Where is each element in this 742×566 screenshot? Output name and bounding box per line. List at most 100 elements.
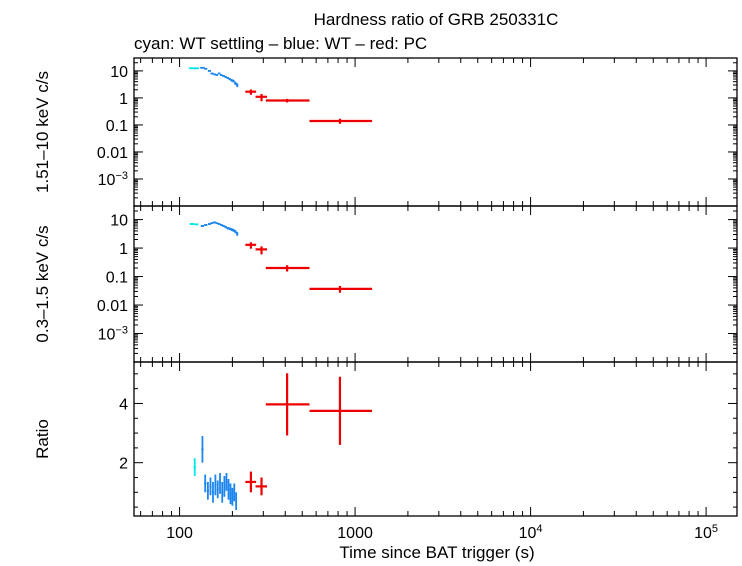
data-point [245, 89, 257, 95]
data-point [223, 476, 226, 497]
data-point [234, 230, 237, 234]
data-point [189, 223, 195, 225]
data-point [231, 487, 234, 506]
y-tick-label: 4 [119, 396, 128, 413]
data-point [234, 81, 237, 86]
data-point [201, 436, 204, 463]
data-point [215, 222, 219, 225]
data-point [207, 223, 211, 225]
series-pc [245, 373, 373, 496]
data-point [245, 242, 257, 249]
data-point [220, 74, 223, 76]
data-point [227, 478, 230, 500]
data-point [255, 246, 268, 255]
data-point [236, 231, 239, 236]
data-point [255, 93, 268, 102]
data-point [221, 481, 224, 503]
data-point [193, 458, 196, 477]
data-point [255, 477, 268, 496]
series-pc [245, 242, 373, 293]
data-point [210, 222, 214, 225]
panel-ratio: 2 4 Ratio 100 1000 104 105 [33, 361, 738, 542]
panel-hard: 10 1 0.1 0.01 10−3 1.51–10 keV c/s [33, 57, 738, 207]
y-tick-label: 0.01 [97, 298, 128, 315]
series-wt-settling [189, 223, 199, 226]
x-tick-label: 1000 [337, 525, 373, 542]
data-point [212, 73, 216, 76]
data-point [217, 72, 221, 75]
panel-frame [133, 361, 738, 517]
data-point [215, 74, 219, 76]
chart-subtitle: cyan: WT settling – blue: WT – red: PC [134, 34, 427, 53]
data-point [206, 481, 209, 500]
y-tick-label: 1 [119, 91, 128, 108]
data-point [204, 224, 208, 226]
y-tick-label: 0.1 [106, 118, 128, 135]
data-point [265, 373, 310, 436]
data-point [204, 67, 208, 70]
data-point [309, 118, 373, 124]
data-point [212, 221, 216, 224]
y-tick-label: 0.1 [106, 270, 128, 287]
data-point [232, 79, 235, 83]
data-point [219, 473, 221, 494]
series-wt [200, 221, 239, 236]
y-tick-label: 0.01 [97, 145, 128, 162]
data-point [230, 79, 233, 82]
x-tick-label: 105 [694, 523, 718, 542]
y-tick-label: 10 [110, 213, 128, 230]
data-point [222, 75, 225, 77]
x-tick-label: 100 [166, 525, 193, 542]
data-point [235, 492, 238, 511]
data-point [230, 228, 233, 231]
series-wt-settling [193, 458, 196, 477]
data-point [211, 481, 214, 503]
data-point [200, 66, 205, 69]
data-point [222, 224, 225, 227]
y-tick-label: 1 [119, 241, 128, 258]
data-point [216, 480, 219, 499]
data-point [194, 223, 199, 226]
data-point [214, 474, 217, 496]
series-wt-settling [188, 67, 199, 70]
data-point [225, 473, 228, 491]
y-axis-label-hard: 1.51–10 keV c/s [33, 71, 52, 193]
chart-title: Hardness ratio of GRB 250331C [314, 10, 559, 29]
series-wt [200, 66, 239, 88]
y-tick-label: 10 [110, 64, 128, 81]
data-point [232, 228, 235, 232]
data-point [210, 72, 214, 75]
data-point [207, 69, 211, 72]
data-point [229, 483, 232, 505]
data-point [217, 223, 221, 225]
y-tick-label: 10−3 [98, 170, 128, 189]
y-axis-label-soft: 0.3–1.5 keV c/s [33, 225, 52, 342]
data-point [226, 226, 229, 230]
series-wt [201, 436, 238, 511]
data-point [236, 83, 239, 88]
y-tick-label: 2 [119, 456, 128, 473]
data-point [245, 471, 257, 493]
panel-soft: 10 1 0.1 0.01 10−3 0.3–1.5 keV c/s [33, 205, 738, 363]
panel-frame [133, 205, 738, 363]
data-point [224, 225, 227, 229]
data-point [228, 77, 231, 81]
data-point [224, 75, 227, 78]
data-point [228, 227, 231, 231]
y-axis-label-ratio: Ratio [33, 419, 52, 459]
data-point [265, 98, 310, 103]
x-axis-label: Time since BAT trigger (s) [339, 543, 534, 562]
data-point [220, 224, 223, 226]
data-point [233, 483, 236, 502]
data-point [265, 265, 310, 272]
data-point [226, 76, 229, 80]
data-point [194, 67, 199, 70]
data-point [204, 474, 207, 493]
y-tick-label: 10−3 [98, 325, 128, 344]
data-point [200, 224, 205, 227]
x-tick-label: 104 [519, 523, 543, 542]
data-point [209, 477, 212, 496]
panel-frame [133, 57, 738, 207]
